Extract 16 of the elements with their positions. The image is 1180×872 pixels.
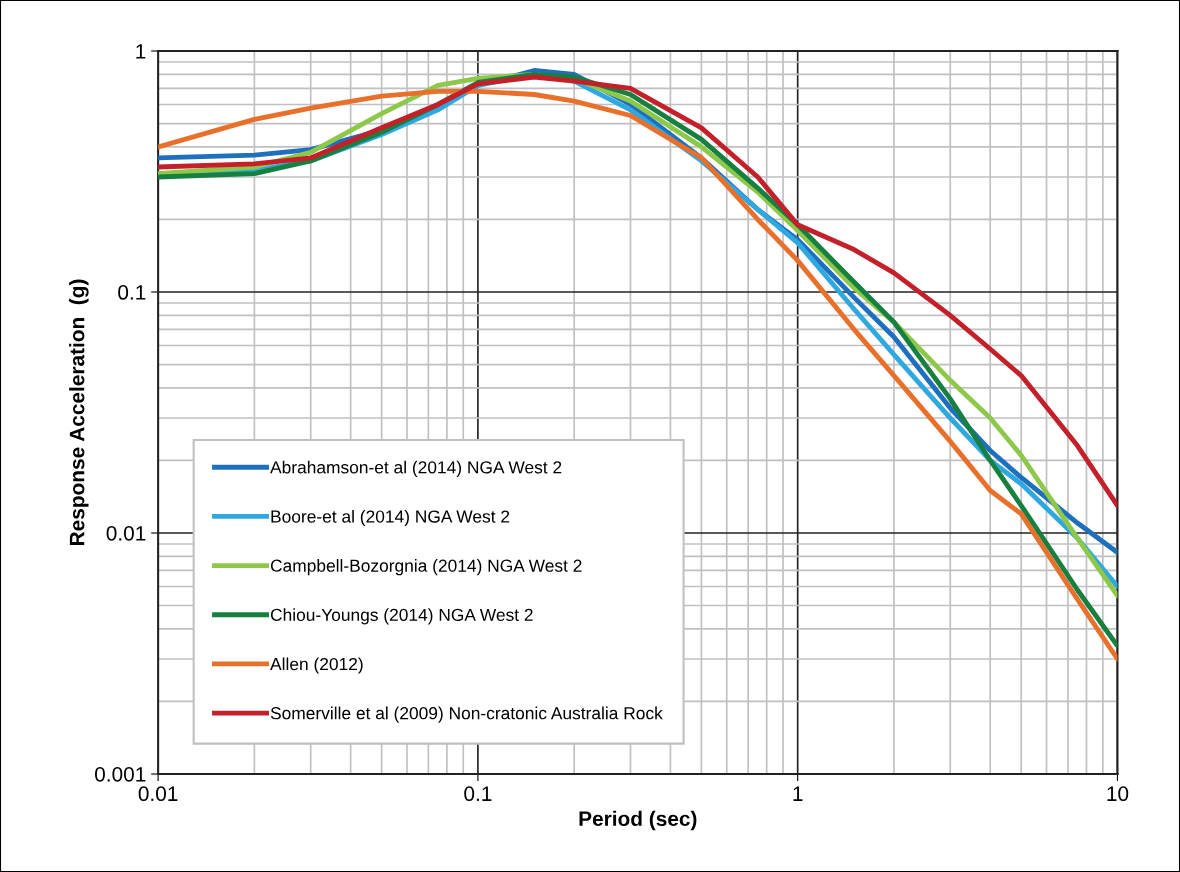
legend-label: Somerville et al (2009) Non-cratonic Australia Rock <box>270 706 663 723</box>
legend-label: Chiou-Youngs (2014) NGA West 2 <box>270 608 533 625</box>
y-axis-title: Response Acceleration (g) <box>69 279 89 545</box>
x-tick-label: 10 <box>1107 786 1129 802</box>
legend-label: Abrahamson-et al (2014) NGA West 2 <box>270 460 562 477</box>
legend-label: Campbell-Bozorgnia (2014) NGA West 2 <box>270 559 582 576</box>
legend-label: Boore-et al (2014) NGA West 2 <box>271 509 510 527</box>
y-tick-label: 0.001 <box>95 766 146 782</box>
x-tick-label: 1 <box>793 786 803 801</box>
x-tick-label: 0.01 <box>138 786 178 802</box>
x-tick-label: 0.1 <box>464 786 492 802</box>
legend-label: Allen (2012) <box>270 657 363 674</box>
y-tick-label: 0.1 <box>118 285 146 300</box>
y-tick-label: 1 <box>136 44 146 59</box>
y-tick-label: 0.01 <box>106 526 146 541</box>
x-axis-title: Period (sec) <box>579 810 697 831</box>
